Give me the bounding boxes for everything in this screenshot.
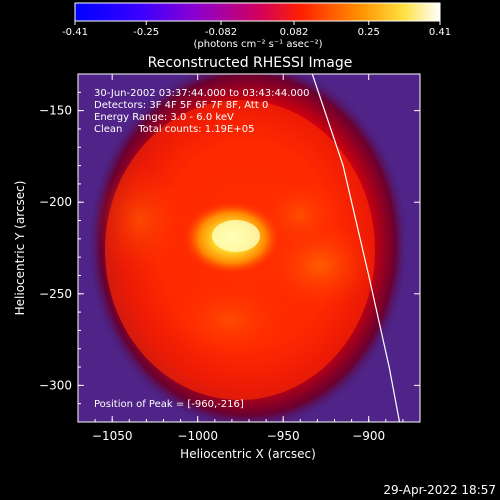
y-axis: −150 −200 −250 −300 <box>39 91 420 405</box>
x-tick-label: −950 <box>267 429 300 443</box>
chart-title: Reconstructed RHESSI Image <box>148 55 353 71</box>
annotation-time: 30-Jun-2002 03:37:44.000 to 03:43:44.000 <box>94 88 310 99</box>
annotation-detectors: Detectors: 3F 4F 5F 6F 7F 8F, Att 0 <box>94 100 268 111</box>
colorbar-tick-label: 0.41 <box>429 27 451 38</box>
colorbar-units: (photons cm⁻² s⁻¹ asec⁻²) <box>193 39 322 50</box>
x-tick-label: −1000 <box>177 429 218 443</box>
colorbar <box>74 2 441 22</box>
x-axis: −1050 −1000 −950 −900 <box>92 74 404 443</box>
y-tick-label: −300 <box>39 378 72 392</box>
annotation-block: 30-Jun-2002 03:37:44.000 to 03:43:44.000… <box>94 88 310 135</box>
y-tick-label: −200 <box>39 195 72 209</box>
colorbar-tick-label: -0.41 <box>62 27 88 38</box>
annotation-counts: Clean Total counts: 1.19E+05 <box>94 124 254 135</box>
x-tick-label: −1050 <box>92 429 133 443</box>
x-tick-label: −900 <box>352 429 385 443</box>
peak-position-label: Position of Peak = [-960,-216] <box>94 399 244 410</box>
x-axis-label: Heliocentric X (arcsec) <box>180 447 316 461</box>
colorbar-tick-label: -0.082 <box>205 27 237 38</box>
colorbar-tick-label: -0.25 <box>133 27 159 38</box>
colorbar-ticks: -0.41 -0.25 -0.082 0.082 0.25 0.41 <box>62 21 451 38</box>
colorbar-tick-label: 0.25 <box>358 27 380 38</box>
y-axis-label: Heliocentric Y (arcsec) <box>13 181 27 316</box>
solar-limb-line <box>311 74 401 422</box>
annotation-energy: Energy Range: 3.0 - 6.0 keV <box>94 112 234 123</box>
y-tick-label: −150 <box>39 104 72 118</box>
colorbar-tick-label: 0.082 <box>280 27 309 38</box>
y-tick-label: −250 <box>39 287 72 301</box>
timestamp: 29-Apr-2022 18:57 <box>383 483 496 497</box>
heatmap-image <box>78 74 420 422</box>
